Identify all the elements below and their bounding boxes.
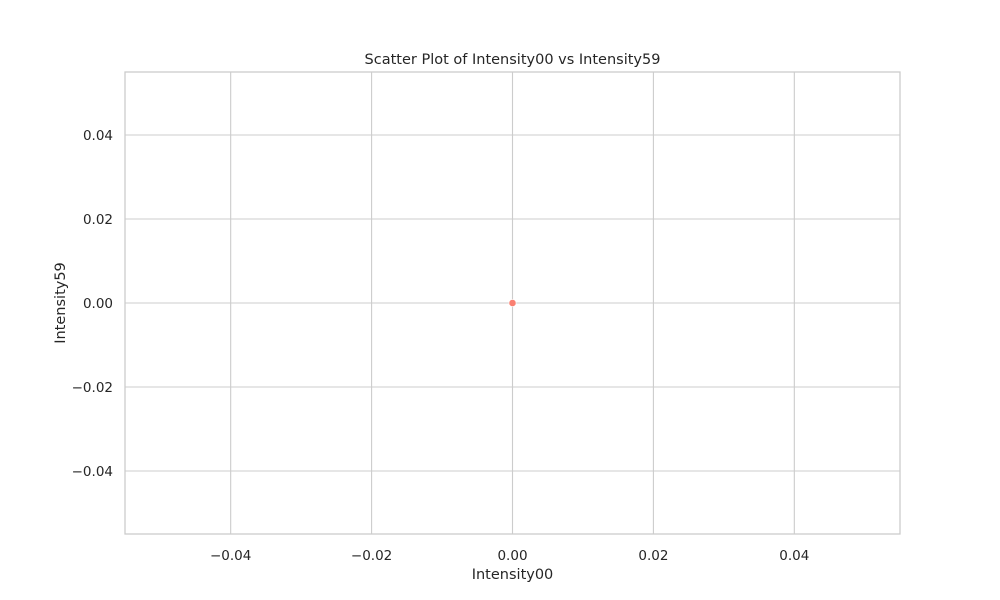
x-axis-label: Intensity00 — [472, 567, 554, 583]
y-tick-labels: −0.04 −0.02 0.00 0.02 0.04 — [72, 128, 113, 480]
y-tick-label: −0.04 — [72, 464, 113, 480]
scatter-point — [508, 299, 517, 307]
x-tick-label: 0.02 — [638, 548, 668, 564]
chart-title: Scatter Plot of Intensity00 vs Intensity… — [365, 52, 661, 68]
plot-area-frame — [124, 71, 901, 535]
y-axis-label: Intensity59 — [53, 262, 69, 344]
x-tick-label: 0.04 — [779, 548, 809, 564]
x-tick-label: −0.02 — [351, 548, 392, 564]
y-tick-label: −0.02 — [72, 380, 113, 396]
x-tick-labels: −0.04 −0.02 0.00 0.02 0.04 — [210, 548, 809, 564]
y-tick-label: 0.04 — [83, 128, 113, 144]
y-tick-label: 0.00 — [83, 296, 113, 312]
grid-lines — [125, 72, 900, 534]
scatter-points — [508, 299, 517, 307]
x-tick-label: −0.04 — [210, 548, 251, 564]
y-tick-label: 0.02 — [83, 212, 113, 228]
x-tick-label: 0.00 — [497, 548, 527, 564]
